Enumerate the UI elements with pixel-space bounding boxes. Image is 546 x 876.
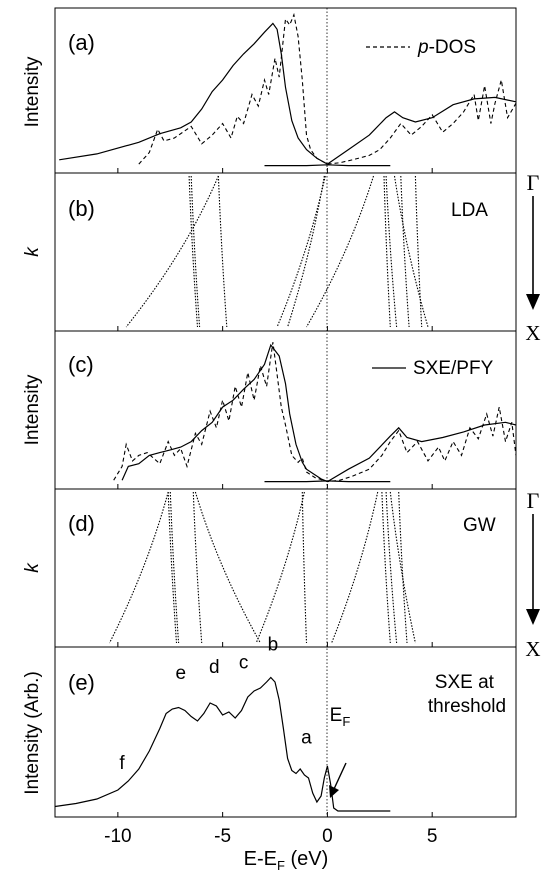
panel-d-ylabel: k [22, 562, 43, 573]
panel-c-label: (c) [68, 352, 94, 377]
pdos-legend-label: p-DOS [417, 37, 476, 58]
k-arrowhead-d [526, 609, 540, 625]
panel-d-band-6 [301, 491, 308, 644]
panel-a-series-3 [264, 164, 391, 167]
x-label-d: X [525, 637, 540, 661]
x-tick-label: -5 [214, 826, 231, 847]
panel-d-band-0 [109, 491, 169, 644]
panel-e-series-0 [54, 676, 391, 812]
panel-d-band-3 [192, 491, 203, 644]
x-label-b: X [525, 321, 540, 345]
panel-a-series-0 [59, 22, 328, 165]
peak-label-d: d [209, 657, 220, 678]
panel-d-band-10 [398, 491, 408, 644]
peak-label-f: f [119, 753, 125, 774]
panel-e-label: (e) [68, 670, 95, 695]
panel-c-series-0 [121, 343, 328, 483]
panel-c-frame [54, 330, 517, 490]
panel-b-band-1 [190, 175, 201, 328]
panel-b-band-0 [188, 175, 199, 328]
panel-b-band-7 [385, 175, 398, 328]
peak-label-e: e [175, 663, 186, 684]
panel-c-series-3 [264, 480, 391, 483]
panel-d-band-11 [331, 491, 379, 644]
x-tick-label: -10 [104, 826, 131, 847]
peak-label-E: EF [330, 705, 351, 729]
panel-d-band-7 [381, 491, 391, 644]
panel-d-band-5 [255, 491, 305, 644]
panel-d-band-4 [194, 491, 261, 644]
panel-b-band-2 [125, 175, 219, 328]
panel-b-band-9 [400, 175, 410, 328]
k-arrowhead-b [526, 294, 540, 310]
panel-b-band-5 [287, 175, 325, 328]
panel-c-series-1 [327, 421, 517, 483]
panel-b-band-3 [217, 175, 228, 328]
panel-b-frame [54, 172, 517, 332]
panel-b-ylabel: k [22, 246, 43, 257]
lda-label: LDA [451, 200, 488, 221]
panel-c-ylabel: Intensity [22, 374, 43, 445]
panel-e-ylabel: Intensity (Arb.) [22, 671, 43, 795]
panel-e-title: SXE at threshold [428, 672, 506, 717]
panel-b-band-4 [276, 175, 326, 328]
panel-a-series-1 [327, 96, 517, 165]
gamma-label-b: Γ [527, 170, 540, 195]
peak-label-b: b [268, 635, 279, 656]
panel-a-label: (a) [68, 30, 95, 55]
peak-label-a: a [301, 728, 312, 749]
gamma-label-d: Γ [527, 488, 540, 513]
panel-d-frame [54, 488, 517, 648]
panel-c-series-2 [113, 342, 517, 483]
gw-label: GW [463, 515, 496, 536]
x-axis-label: E-EF (eV) [244, 848, 329, 873]
ef-arrowhead [329, 785, 339, 798]
panel-b-label: (b) [68, 196, 95, 221]
panel-b-band-8 [393, 175, 429, 328]
panel-d-band-8 [385, 491, 398, 644]
ef-arrow [333, 762, 347, 790]
panel-e-frame [54, 646, 517, 818]
peak-label-c: c [239, 653, 249, 674]
panel-d-band-2 [169, 491, 180, 644]
panel-d-label: (d) [68, 511, 95, 536]
panel-d-band-1 [167, 491, 178, 644]
panel-b-band-6 [383, 175, 391, 328]
x-tick-label: 5 [427, 826, 438, 847]
panel-b-band-10 [414, 175, 423, 328]
panel-b-band-11 [306, 175, 375, 328]
sxe-pfy-legend-label: SXE/PFY [413, 358, 494, 379]
panel-d-band-9 [389, 491, 416, 644]
panel-a-series-2 [138, 12, 517, 165]
panel-a-ylabel: Intensity [22, 56, 43, 127]
x-tick-label: 0 [322, 826, 333, 847]
